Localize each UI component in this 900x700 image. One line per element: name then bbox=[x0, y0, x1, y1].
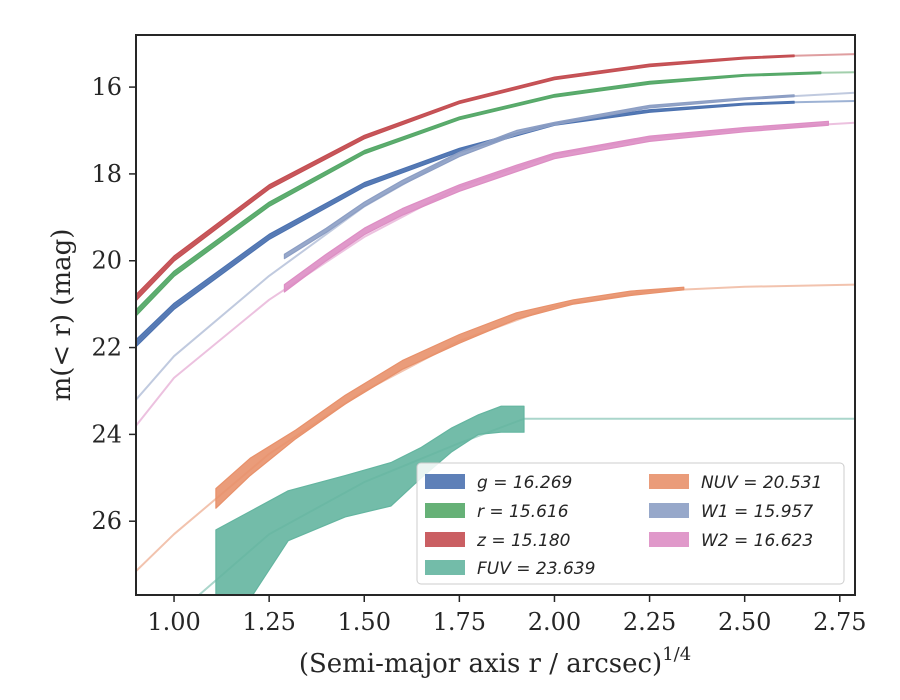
x-tick-label: 1.00 bbox=[147, 608, 200, 636]
data-band-w2 bbox=[283, 120, 830, 293]
data-band-w1 bbox=[283, 94, 795, 260]
legend-label-z: z = 15.180 bbox=[476, 531, 570, 551]
data-band-z bbox=[136, 54, 795, 302]
y-tick-label: 24 bbox=[91, 420, 122, 448]
plot-frame bbox=[135, 34, 856, 596]
fit-line-w2 bbox=[136, 121, 855, 427]
y-tick-label: 20 bbox=[91, 247, 122, 275]
legend-frame bbox=[416, 462, 845, 585]
data-band-nuv bbox=[215, 286, 685, 509]
data-band-r bbox=[136, 71, 822, 317]
legend-swatch-z bbox=[425, 532, 465, 547]
series-layer bbox=[136, 53, 855, 595]
legend-label-w2: W2 = 16.623 bbox=[701, 531, 813, 551]
x-tick-label: 2.25 bbox=[623, 608, 676, 636]
y-tick-label: 22 bbox=[91, 334, 122, 362]
data-band-fuv bbox=[215, 405, 525, 595]
y-tick-label: 18 bbox=[91, 160, 122, 188]
x-tick-label: 2.00 bbox=[528, 608, 581, 636]
legend-label-nuv: NUV = 20.531 bbox=[701, 473, 822, 493]
y-tick-label: 16 bbox=[91, 73, 122, 101]
legend-swatch-r bbox=[425, 503, 465, 518]
legend: g = 16.269 r = 15.616 z = 15.180 FUV = 23.6… bbox=[416, 462, 845, 585]
x-tick-label: 2.75 bbox=[813, 608, 866, 636]
x-tick-label: 1.75 bbox=[433, 608, 486, 636]
legend-swatch-g bbox=[425, 474, 465, 489]
legend-label-fuv: FUV = 23.639 bbox=[477, 559, 595, 579]
legend-swatch-w2 bbox=[649, 532, 689, 547]
y-axis-label: m(< r) (mag) bbox=[47, 229, 77, 402]
legend-swatch-fuv bbox=[425, 560, 465, 575]
x-tick-label: 1.50 bbox=[338, 608, 391, 636]
ticks-layer: 1.00 1.25 1.50 1.75 2.00 2.25 2.50 2.75 16 18 20 22… bbox=[91, 73, 866, 636]
data-band-g bbox=[136, 100, 795, 348]
x-tick-label: 2.50 bbox=[718, 608, 771, 636]
legend-swatch-w1 bbox=[649, 503, 689, 518]
x-axis-label: (Semi-major axis r / arcsec)1/4 bbox=[299, 644, 691, 679]
legend-label-w1: W1 = 15.957 bbox=[701, 502, 813, 522]
x-tick-label: 1.25 bbox=[242, 608, 295, 636]
legend-label-r: r = 15.616 bbox=[477, 502, 569, 522]
legend-label-g: g = 16.269 bbox=[477, 473, 572, 493]
x-axis-label-exponent: 1/4 bbox=[662, 644, 691, 665]
legend-swatch-nuv bbox=[649, 474, 689, 489]
y-tick-label: 26 bbox=[91, 507, 122, 535]
